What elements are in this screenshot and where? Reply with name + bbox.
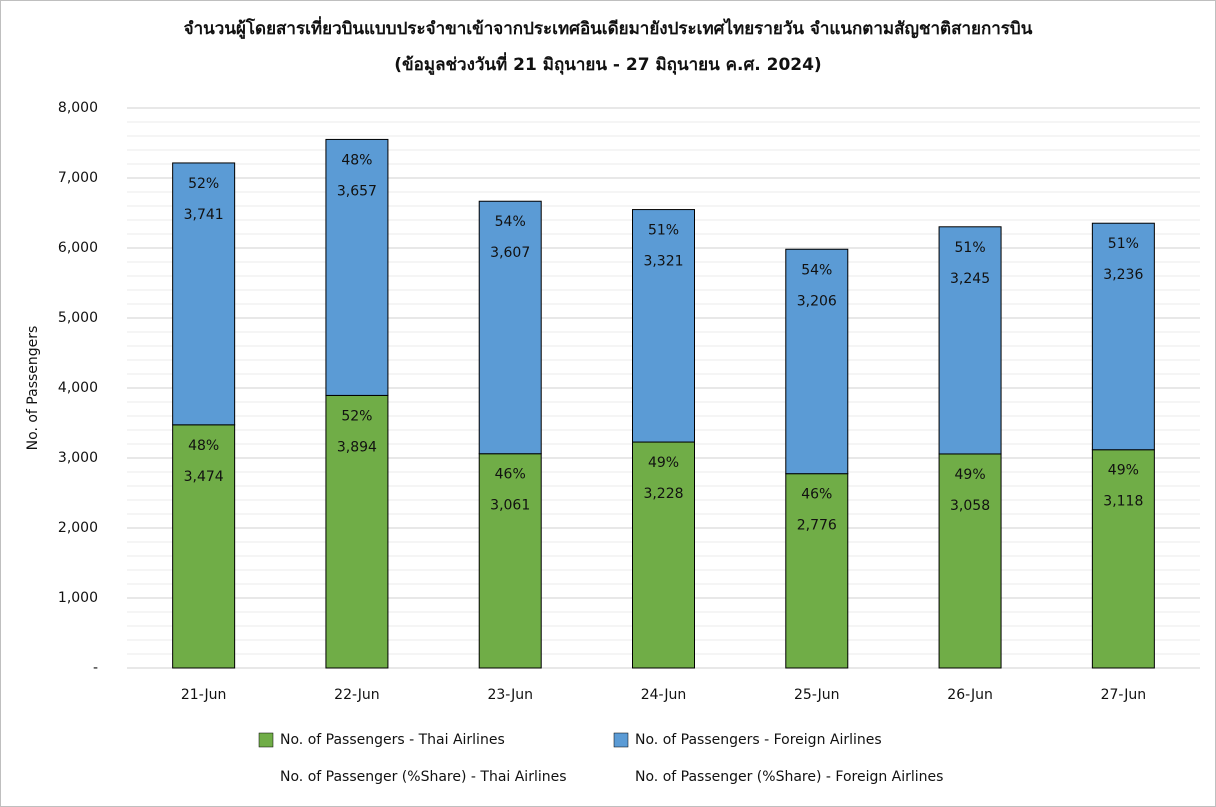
y-tick-label: 1,000 [58, 590, 98, 606]
bar-segment [632, 441, 695, 669]
y-tick-label: 5,000 [58, 310, 98, 326]
bar-segment [172, 424, 236, 669]
bar-segment [478, 453, 542, 669]
value-label: 3,245 [950, 271, 990, 287]
y-tick-label: 6,000 [58, 240, 98, 256]
legend-label: No. of Passenger (%Share) - Thai Airline… [280, 769, 567, 785]
y-axis-label: No. of Passengers [25, 326, 41, 451]
x-tick-label: 27-Jun [1101, 687, 1147, 703]
legend-label: No. of Passengers - Thai Airlines [280, 732, 505, 748]
chart-title: จำนวนผู้โดยสารเที่ยวบินแบบประจำขาเข้าจาก… [184, 16, 1033, 40]
x-tick-label: 24-Jun [641, 687, 687, 703]
bar-segment [325, 138, 389, 396]
value-label: 3,118 [1103, 494, 1143, 510]
y-tick-label: - [93, 660, 98, 676]
bar-segment [785, 248, 849, 475]
share-label: 46% [495, 467, 526, 483]
value-label: 3,061 [490, 498, 530, 514]
share-label: 49% [1108, 463, 1139, 479]
share-label: 52% [188, 176, 219, 192]
value-label: 3,474 [184, 469, 224, 485]
share-label: 54% [801, 262, 832, 278]
legend-label: No. of Passenger (%Share) - Foreign Airl… [635, 769, 943, 785]
y-tick-label: 3,000 [58, 450, 98, 466]
legend-swatch [258, 732, 274, 748]
value-label: 3,741 [184, 207, 224, 223]
x-tick-label: 21-Jun [181, 687, 227, 703]
y-tick-label: 4,000 [58, 380, 98, 396]
x-tick-label: 26-Jun [947, 687, 993, 703]
share-label: 51% [648, 223, 679, 239]
legend-swatch [613, 732, 629, 748]
bar-segment [785, 473, 849, 669]
share-label: 51% [955, 240, 986, 256]
bar-segment [938, 226, 1002, 455]
bar-segment [478, 200, 542, 455]
bar-segment [632, 209, 695, 443]
value-label: 3,058 [950, 498, 990, 514]
bar-segment [1091, 449, 1155, 669]
share-label: 49% [955, 467, 986, 483]
share-label: 48% [341, 152, 372, 168]
value-label: 3,206 [797, 293, 837, 309]
y-tick-label: 2,000 [58, 520, 98, 536]
bar-segment [938, 453, 1002, 669]
bar-segment [1091, 222, 1155, 451]
share-label: 46% [801, 487, 832, 503]
value-label: 3,228 [643, 486, 683, 502]
value-label: 3,894 [337, 439, 377, 455]
share-label: 48% [188, 438, 219, 454]
value-label: 3,236 [1103, 267, 1143, 283]
x-tick-label: 23-Jun [487, 687, 533, 703]
share-label: 52% [341, 408, 372, 424]
bar-segment [325, 394, 389, 669]
value-label: 3,607 [490, 245, 530, 261]
x-tick-label: 22-Jun [334, 687, 380, 703]
y-tick-label: 7,000 [58, 170, 98, 186]
x-tick-label: 25-Jun [794, 687, 840, 703]
share-label: 54% [495, 214, 526, 230]
share-label: 49% [648, 455, 679, 471]
value-label: 2,776 [797, 518, 837, 534]
value-label: 3,321 [643, 254, 683, 270]
y-tick-label: 8,000 [58, 100, 98, 116]
legend-label: No. of Passengers - Foreign Airlines [635, 732, 882, 748]
chart-subtitle: (ข้อมูลช่วงวันที่ 21 มิถุนายน - 27 มิถุน… [394, 52, 821, 76]
bar-segment [172, 162, 236, 426]
value-label: 3,657 [337, 183, 377, 199]
share-label: 51% [1108, 236, 1139, 252]
